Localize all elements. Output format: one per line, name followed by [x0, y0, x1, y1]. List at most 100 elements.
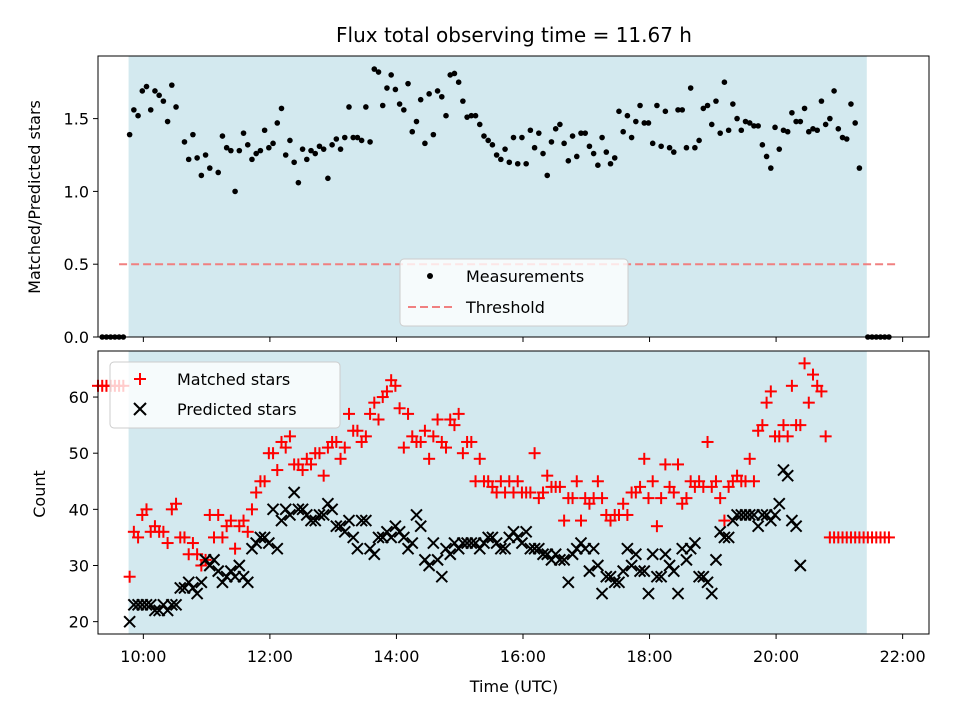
measurement-point: [287, 137, 293, 144]
measurement-point: [730, 101, 736, 107]
measurement-point: [147, 107, 154, 113]
matched-star-point: [397, 441, 410, 454]
measurement-point: [536, 130, 542, 136]
matched-star-point: [528, 447, 541, 460]
matched-star-point: [414, 435, 427, 448]
measurement-point: [417, 96, 424, 103]
x-tick-label: 22:00: [880, 647, 926, 666]
predicted-star-point: [338, 525, 351, 539]
measurement-point: [299, 146, 306, 152]
predicted-star-point: [583, 564, 596, 578]
measurement-point: [573, 153, 580, 160]
measurement-point: [396, 101, 403, 107]
measurement-point: [371, 66, 378, 72]
measurement-point: [135, 112, 141, 119]
measurement-point: [637, 102, 643, 109]
matched-star-point: [393, 402, 406, 415]
matched-star-point: [368, 396, 381, 409]
measurement-point: [839, 134, 846, 141]
matched-star-point: [418, 424, 431, 437]
bottom-legend-box: [109, 361, 341, 429]
x-tick-label: 18:00: [626, 647, 672, 666]
predicted-star-point: [528, 542, 541, 555]
y-tick-label: 1.0: [64, 182, 89, 201]
matched-star-point: [566, 492, 579, 505]
predicted-star-point: [794, 559, 807, 572]
measurement-point: [198, 172, 205, 179]
matched-star-point: [655, 492, 668, 505]
measurement-point: [430, 131, 437, 138]
matched-star-point: [380, 385, 393, 398]
matched-star-point: [283, 430, 296, 443]
measurement-point: [628, 134, 635, 141]
measurement-point: [401, 107, 407, 113]
measurement-point: [708, 121, 715, 128]
measurement-point: [375, 69, 382, 75]
matched-star-point: [541, 469, 554, 482]
measurement-point: [717, 130, 723, 136]
predicted-star-point: [642, 587, 655, 600]
measurement-point: [519, 134, 525, 141]
x-axis-label: Time (UTC): [469, 677, 558, 696]
matched-star-point: [157, 525, 170, 538]
predicted-star-point: [768, 508, 782, 522]
predicted-star-point: [650, 570, 664, 583]
predicted-star-point: [169, 598, 183, 612]
measurement-point: [232, 188, 238, 195]
predicted-star-point: [557, 553, 571, 567]
predicted-star-point: [195, 576, 208, 589]
measurement-point: [202, 152, 209, 158]
measurement-point: [565, 158, 572, 164]
predicted-star-point: [254, 531, 267, 544]
measurement-point: [683, 144, 690, 151]
matched-star-point: [819, 430, 832, 443]
matched-star-point: [806, 368, 819, 381]
predicted-star-point: [465, 536, 478, 550]
matched-star-point: [756, 419, 769, 432]
measurement-point: [827, 115, 833, 122]
predicted-star-point: [633, 564, 647, 578]
predicted-star-point: [241, 576, 254, 589]
measurement-point: [755, 123, 761, 129]
predicted-star-point: [346, 531, 360, 544]
measurement-point: [498, 156, 504, 163]
measurement-point: [502, 146, 508, 152]
matched-star-point: [338, 441, 351, 454]
measurement-point: [223, 144, 230, 151]
matched-star-point: [617, 497, 630, 510]
predicted-star-point: [625, 559, 638, 572]
measurement-point: [578, 130, 584, 136]
predicted-star-point: [705, 587, 718, 600]
measurement-point: [295, 179, 302, 186]
predicted-star-point: [553, 553, 567, 567]
matched-star-point: [524, 486, 537, 499]
predicted-star-point: [342, 514, 356, 527]
matched-star-point: [781, 430, 794, 443]
measurement-point: [405, 80, 411, 87]
measurement-point: [485, 137, 491, 144]
y-tick-label: 40: [69, 500, 89, 519]
matched-star-point: [596, 492, 609, 505]
matched-star-point: [452, 407, 465, 420]
matched-star-point: [570, 475, 583, 488]
predicted-star-point: [692, 570, 706, 583]
measurement-point: [810, 125, 816, 132]
measurement-point: [768, 165, 774, 171]
matched-star-point: [785, 379, 798, 392]
measurement-point: [257, 147, 264, 154]
measurement-point: [843, 136, 850, 142]
measurement-point: [582, 130, 589, 136]
predicted-star-point: [435, 570, 448, 583]
predicted-star-point: [355, 514, 368, 527]
predicted-star-point: [422, 559, 436, 572]
predicted-star-point: [266, 503, 280, 516]
predicted-star-point: [444, 548, 457, 561]
measurement-point: [261, 127, 268, 134]
top-legend-box: [399, 258, 629, 327]
matched-star-point: [511, 475, 524, 488]
predicted-star-point: [701, 576, 714, 589]
matched-star-point: [714, 492, 727, 505]
matched-star-point: [764, 385, 777, 398]
measurement-point: [687, 85, 694, 91]
measurement-point: [447, 72, 454, 78]
